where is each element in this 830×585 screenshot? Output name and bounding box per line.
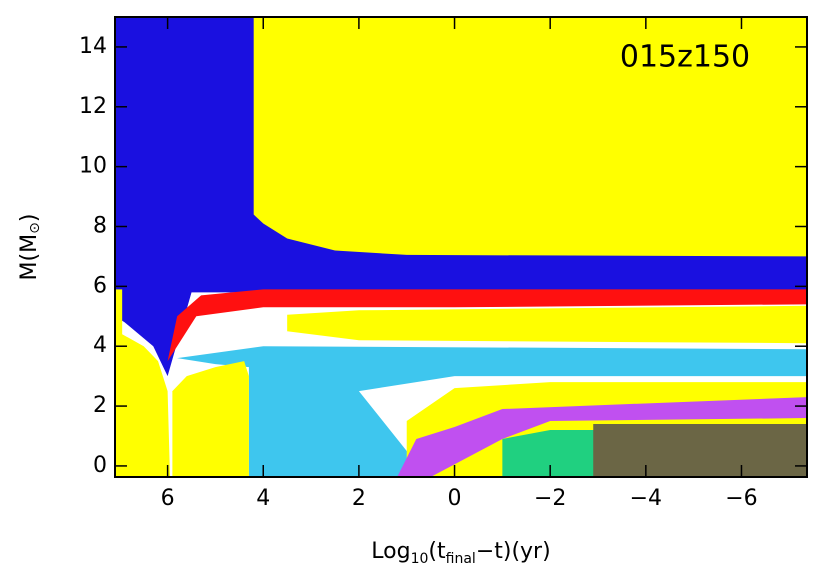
x-tick-label: 2 — [352, 486, 366, 511]
y-tick-label: 8 — [93, 213, 107, 238]
plot-area — [115, 17, 807, 477]
x-tick-label: 0 — [448, 486, 462, 511]
annotation: 015z150 — [620, 40, 750, 75]
x-tick-label: −6 — [725, 486, 757, 511]
x-label-part: Log — [371, 539, 410, 564]
y-tick-label: 6 — [93, 273, 107, 298]
region — [397, 397, 807, 477]
region — [167, 289, 807, 362]
y-tick-label: 10 — [79, 154, 107, 179]
region — [115, 289, 170, 477]
region — [287, 305, 807, 344]
x-label-sub: final — [446, 551, 476, 567]
x-tick-label: −4 — [630, 486, 662, 511]
y-label-sub: ⊙ — [27, 222, 43, 234]
y-tick-label: 14 — [79, 34, 107, 59]
y-tick-label: 4 — [93, 333, 107, 358]
region — [253, 17, 807, 257]
y-axis-label: M(M⊙) — [17, 214, 43, 281]
x-tick-label: 6 — [161, 486, 175, 511]
y-tick-label: 0 — [93, 453, 107, 478]
y-tick-label: 12 — [79, 94, 107, 119]
x-label-part: (t — [428, 539, 446, 564]
x-label-sub: 10 — [411, 551, 429, 567]
x-label-part: −t)(yr) — [476, 539, 551, 564]
region — [177, 346, 807, 477]
y-tick-label: 2 — [93, 393, 107, 418]
y-label-part: M(M — [17, 234, 42, 281]
region — [593, 424, 807, 477]
x-tick-label: 4 — [256, 486, 270, 511]
region — [172, 361, 249, 477]
y-label-part: ) — [17, 214, 42, 223]
x-axis-label: Log10(tfinal−t)(yr) — [371, 539, 550, 567]
region — [502, 430, 599, 477]
x-tick-label: −2 — [534, 486, 566, 511]
frame — [114, 16, 808, 478]
